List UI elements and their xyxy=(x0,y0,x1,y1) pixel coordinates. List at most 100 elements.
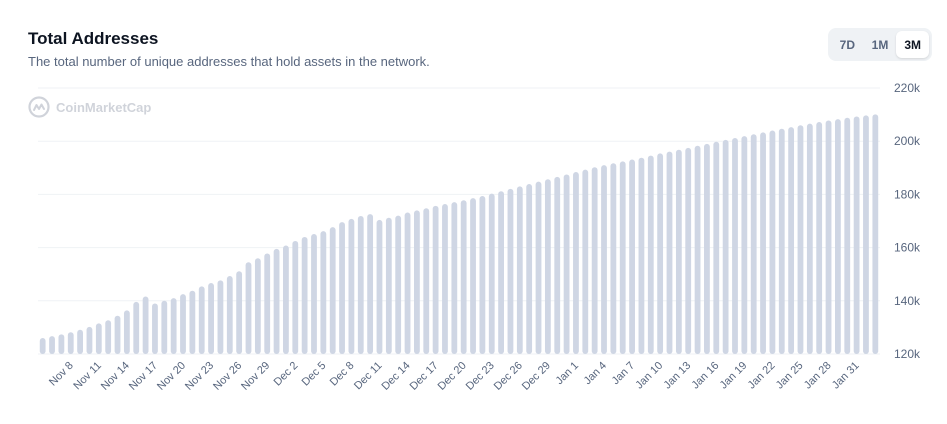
bar[interactable] xyxy=(750,134,757,354)
bar[interactable] xyxy=(704,143,710,354)
bar[interactable] xyxy=(226,276,233,354)
bar[interactable] xyxy=(105,320,112,354)
bar[interactable] xyxy=(123,310,130,354)
bar[interactable] xyxy=(853,116,860,354)
bar[interactable] xyxy=(601,165,607,354)
bar[interactable] xyxy=(806,123,813,354)
range-7d-button[interactable]: 7D xyxy=(831,31,864,58)
bar[interactable] xyxy=(460,200,467,354)
bar[interactable] xyxy=(189,290,196,354)
bar[interactable] xyxy=(816,122,823,354)
bar[interactable] xyxy=(413,210,420,354)
bar[interactable] xyxy=(95,323,102,354)
bar[interactable] xyxy=(133,301,140,354)
bar[interactable] xyxy=(198,286,205,354)
range-3m-button[interactable]: 3M xyxy=(896,31,930,58)
bar[interactable] xyxy=(657,153,664,354)
bar[interactable] xyxy=(554,176,561,354)
bar[interactable] xyxy=(741,136,748,354)
bar[interactable] xyxy=(245,262,252,354)
y-tick-label: 220k xyxy=(894,81,921,95)
bar[interactable] xyxy=(254,258,261,354)
bar[interactable] xyxy=(217,280,224,354)
bar[interactable] xyxy=(367,214,374,354)
bar[interactable] xyxy=(357,215,364,354)
bar[interactable] xyxy=(535,181,542,354)
bar[interactable] xyxy=(610,163,617,354)
bar[interactable] xyxy=(114,315,121,354)
bar[interactable] xyxy=(619,161,626,354)
bar[interactable] xyxy=(311,234,317,354)
bar[interactable] xyxy=(563,174,570,354)
x-tick-label: Nov 26 xyxy=(211,360,244,393)
bar[interactable] xyxy=(675,149,682,354)
bar[interactable] xyxy=(67,332,74,354)
bar[interactable] xyxy=(834,119,841,354)
bar[interactable] xyxy=(208,282,214,354)
bar[interactable] xyxy=(685,147,692,354)
bar[interactable] xyxy=(77,329,84,354)
bar[interactable] xyxy=(666,151,673,354)
bar[interactable] xyxy=(292,240,299,354)
bar[interactable] xyxy=(573,172,579,354)
bar[interactable] xyxy=(582,169,589,354)
bar[interactable] xyxy=(152,303,158,354)
bar[interactable] xyxy=(825,120,832,355)
bar[interactable] xyxy=(404,212,411,354)
bar[interactable] xyxy=(488,193,495,354)
bar[interactable] xyxy=(376,219,383,354)
bar[interactable] xyxy=(395,215,402,354)
bar[interactable] xyxy=(498,191,505,354)
bar[interactable] xyxy=(283,245,289,354)
bar[interactable] xyxy=(526,184,533,354)
bar[interactable] xyxy=(86,326,93,354)
bar[interactable] xyxy=(320,231,327,354)
bar[interactable] xyxy=(348,218,355,354)
bar[interactable] xyxy=(236,271,243,354)
bar[interactable] xyxy=(142,296,149,354)
bar[interactable] xyxy=(264,253,271,354)
bar[interactable] xyxy=(329,227,336,354)
bar[interactable] xyxy=(760,132,766,354)
bar[interactable] xyxy=(629,159,635,354)
bar[interactable] xyxy=(713,141,720,354)
time-range-selector: 7D 1M 3M xyxy=(828,28,932,61)
bar[interactable] xyxy=(442,203,448,354)
bar[interactable] xyxy=(797,125,804,355)
bar[interactable] xyxy=(470,198,476,354)
x-tick-label: Jan 10 xyxy=(633,360,665,392)
bar[interactable] xyxy=(301,236,308,354)
x-tick-label: Jan 4 xyxy=(582,360,610,388)
bar[interactable] xyxy=(863,115,869,354)
bar[interactable] xyxy=(170,298,177,354)
bar[interactable] xyxy=(872,114,879,354)
bar[interactable] xyxy=(507,188,514,354)
watermark: CoinMarketCap xyxy=(28,96,151,118)
bar[interactable] xyxy=(58,334,65,354)
bar[interactable] xyxy=(778,128,785,354)
bar[interactable] xyxy=(788,127,795,355)
bar[interactable] xyxy=(180,294,186,354)
bar[interactable] xyxy=(49,336,55,354)
bar[interactable] xyxy=(769,130,776,354)
bar[interactable] xyxy=(544,179,551,354)
bar[interactable] xyxy=(722,139,729,354)
bar[interactable] xyxy=(516,186,523,354)
bar[interactable] xyxy=(423,208,430,354)
bar[interactable] xyxy=(694,145,701,354)
bar[interactable] xyxy=(647,155,654,354)
bar[interactable] xyxy=(385,217,392,354)
bar[interactable] xyxy=(339,222,345,354)
bar[interactable] xyxy=(591,167,598,354)
bar[interactable] xyxy=(39,338,46,354)
range-1m-button[interactable]: 1M xyxy=(864,31,897,58)
bar[interactable] xyxy=(844,117,851,355)
x-tick-label: Dec 26 xyxy=(492,360,525,393)
bar[interactable] xyxy=(451,202,458,354)
bar[interactable] xyxy=(732,138,738,354)
bar[interactable] xyxy=(479,195,486,354)
bar[interactable] xyxy=(161,300,168,354)
bar[interactable] xyxy=(638,157,645,354)
bar[interactable] xyxy=(273,248,280,354)
bar[interactable] xyxy=(432,205,439,354)
